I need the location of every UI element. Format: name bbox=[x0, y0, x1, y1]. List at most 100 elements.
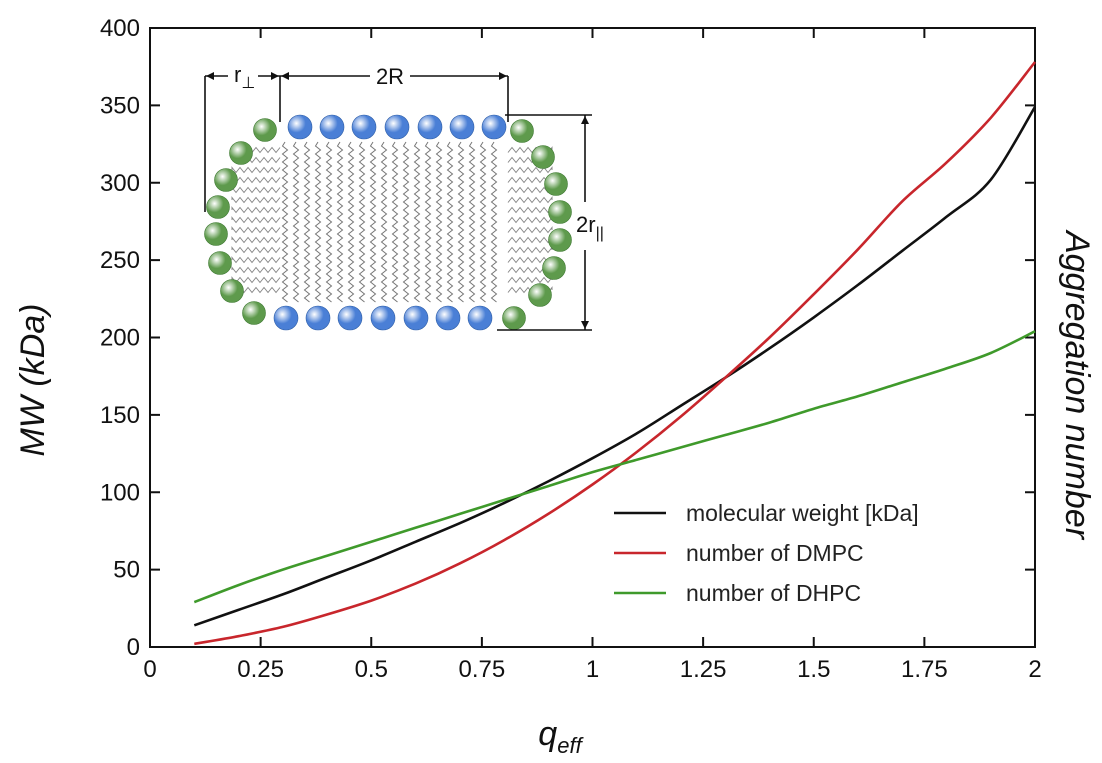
dmpc-headgroup bbox=[319, 114, 345, 140]
legend-label-0: molecular weight [kDa] bbox=[686, 500, 919, 526]
dmpc-headgroup bbox=[481, 114, 507, 140]
x-tick-label: 1.75 bbox=[901, 656, 948, 683]
rim-tail bbox=[231, 246, 281, 254]
lipid-tail bbox=[303, 141, 311, 303]
dmpc-headgroup bbox=[417, 114, 443, 140]
lipid-tail bbox=[490, 141, 498, 303]
lipid-tail bbox=[479, 141, 487, 303]
lipid-tail bbox=[314, 141, 322, 303]
dmpc-headgroup bbox=[351, 114, 377, 140]
x-tick-label: 1 bbox=[586, 656, 599, 683]
lipid-tail bbox=[336, 141, 344, 303]
dmpc-headgroup bbox=[449, 114, 475, 140]
legend: molecular weight [kDa] number of DMPC numb… bbox=[614, 500, 919, 606]
rim-tail bbox=[231, 216, 281, 224]
lipid-tail bbox=[468, 141, 476, 303]
rim-tail bbox=[231, 256, 281, 264]
dhpc-headgroup bbox=[204, 222, 228, 246]
arrowhead bbox=[206, 72, 214, 80]
series-line-2 bbox=[193, 330, 1036, 604]
series-layer bbox=[193, 61, 1037, 646]
rim-tail bbox=[231, 176, 281, 184]
arrowhead bbox=[271, 72, 279, 80]
dmpc-headgroup bbox=[370, 305, 396, 331]
y-tick-label: 250 bbox=[100, 247, 140, 274]
x-tick-label: 1.5 bbox=[797, 656, 830, 683]
rim-tail bbox=[231, 226, 281, 234]
series-line-0 bbox=[193, 106, 1037, 627]
right-axis-title: Aggregation number bbox=[1058, 229, 1096, 541]
rim-tail bbox=[507, 276, 553, 284]
lipid-tail bbox=[457, 141, 465, 303]
lipid-tail bbox=[369, 141, 377, 303]
rim-tail bbox=[507, 236, 553, 244]
rim-tail bbox=[231, 196, 281, 204]
lipid-tail bbox=[413, 141, 421, 303]
dhpc-headgroup bbox=[253, 118, 277, 142]
rim-tail bbox=[507, 166, 553, 174]
dmpc-headgroup bbox=[305, 305, 331, 331]
dhpc-headgroup bbox=[544, 172, 568, 196]
y-tick-label: 400 bbox=[100, 15, 140, 42]
dmpc-headgroup bbox=[384, 114, 410, 140]
rim-tail bbox=[231, 266, 281, 274]
x-tick-label: 1.25 bbox=[680, 656, 727, 683]
rim-tail bbox=[507, 226, 553, 234]
x-axis-title: qeff bbox=[538, 715, 584, 758]
label-r-perp: r⊥ bbox=[234, 62, 255, 92]
lipid-tail bbox=[435, 141, 443, 303]
dhpc-headgroup bbox=[229, 141, 253, 165]
rim-tail bbox=[231, 206, 281, 214]
rim-tail bbox=[507, 196, 553, 204]
lipid-tail bbox=[358, 141, 366, 303]
y-tick-label: 150 bbox=[100, 402, 140, 429]
dhpc-headgroup bbox=[502, 306, 526, 330]
dmpc-headgroup bbox=[403, 305, 429, 331]
dmpc-headgroup bbox=[467, 305, 493, 331]
x-tick-label: 0.75 bbox=[459, 656, 506, 683]
y-tick-label: 200 bbox=[100, 325, 140, 352]
x-axis-title-sub: eff bbox=[557, 733, 584, 758]
label-2r-par-sub: || bbox=[596, 225, 604, 242]
bicelle-schematic: r⊥ 2R 2r|| bbox=[204, 62, 604, 331]
arrowhead bbox=[499, 72, 507, 80]
dmpc-headgroup bbox=[287, 114, 313, 140]
rim-tail bbox=[507, 246, 553, 254]
x-tick-label: 0.5 bbox=[355, 656, 388, 683]
y-tick-label: 350 bbox=[100, 92, 140, 119]
lipid-tail bbox=[391, 141, 399, 303]
lipid-tail bbox=[325, 141, 333, 303]
y-axis-title: MW (kDa) bbox=[14, 304, 52, 457]
x-axis-title-main: q bbox=[538, 715, 557, 753]
y-tick-label: 300 bbox=[100, 170, 140, 197]
dhpc-headgroup bbox=[542, 256, 566, 280]
dhpc-headgroup bbox=[208, 251, 232, 275]
label-2r-par-main: 2r bbox=[576, 212, 596, 237]
x-tick-label: 2 bbox=[1028, 656, 1041, 683]
arrowhead bbox=[281, 72, 289, 80]
dhpc-headgroup bbox=[531, 145, 555, 169]
y-tick-label: 0 bbox=[127, 634, 140, 661]
arrowhead bbox=[581, 116, 589, 124]
label-2R: 2R bbox=[376, 64, 404, 89]
rim-tail bbox=[231, 186, 281, 194]
plot-frame bbox=[149, 27, 1036, 648]
dhpc-headgroup bbox=[548, 228, 572, 252]
label-r-perp-main: r bbox=[234, 62, 241, 87]
dhpc-headgroup bbox=[528, 283, 552, 307]
dhpc-headgroup bbox=[510, 119, 534, 143]
label-r-perp-sub: ⊥ bbox=[241, 75, 255, 92]
lipid-tail bbox=[380, 141, 388, 303]
rim-tail bbox=[507, 216, 553, 224]
label-2r-par: 2r|| bbox=[576, 212, 604, 242]
dhpc-headgroup bbox=[214, 168, 238, 192]
dhpc-headgroup bbox=[206, 195, 230, 219]
dmpc-headgroup bbox=[273, 305, 299, 331]
legend-label-2: number of DHPC bbox=[686, 580, 861, 606]
lipid-tail bbox=[446, 141, 454, 303]
arrowhead bbox=[581, 321, 589, 329]
rim-tail bbox=[507, 206, 553, 214]
dhpc-headgroup bbox=[220, 279, 244, 303]
dmpc-headgroup bbox=[337, 305, 363, 331]
